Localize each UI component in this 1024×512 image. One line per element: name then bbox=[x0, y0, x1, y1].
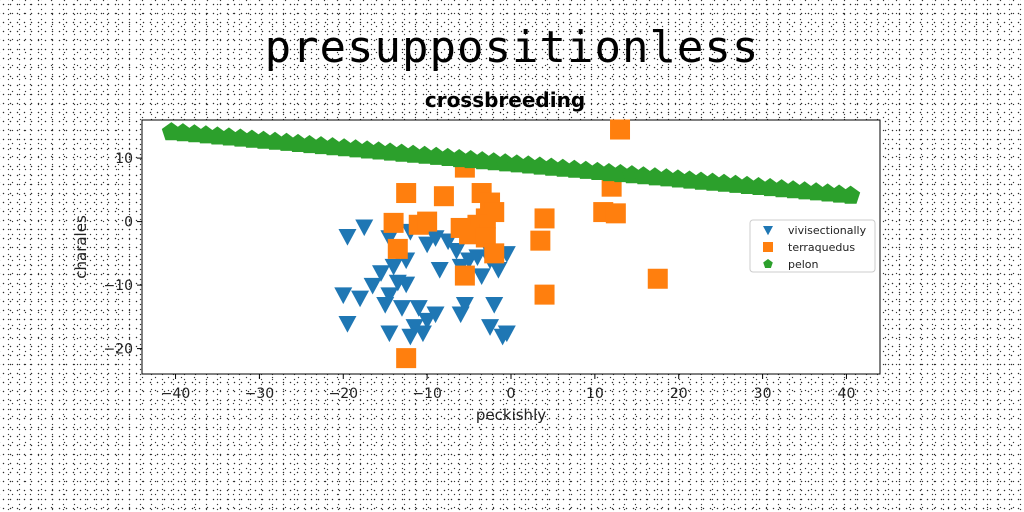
point-vivisectionally bbox=[380, 287, 399, 305]
legend-label: terraquedus bbox=[788, 241, 855, 254]
point-vivisectionally bbox=[380, 325, 399, 343]
point-vivisectionally bbox=[380, 230, 399, 247]
x-tick-label: −40 bbox=[161, 386, 191, 402]
point-vivisectionally bbox=[405, 319, 424, 336]
point-terraquedus bbox=[396, 348, 417, 369]
point-vivisectionally bbox=[392, 300, 411, 317]
x-tick-label: 0 bbox=[507, 386, 516, 402]
point-terraquedus bbox=[459, 224, 480, 245]
point-vivisectionally bbox=[338, 229, 357, 246]
point-terraquedus bbox=[534, 208, 555, 229]
y-tick-label: −10 bbox=[103, 278, 133, 294]
point-terraquedus bbox=[396, 183, 417, 204]
page-title: presuppositionless bbox=[264, 22, 760, 73]
legend-marker-pelon bbox=[763, 259, 773, 268]
y-tick-label: −20 bbox=[103, 342, 133, 358]
point-vivisectionally bbox=[455, 296, 474, 314]
point-vivisectionally bbox=[334, 287, 353, 305]
point-vivisectionally bbox=[472, 268, 491, 286]
point-pelon bbox=[841, 185, 861, 204]
chart-subtitle: crossbreeding bbox=[425, 88, 585, 112]
point-vivisectionally bbox=[418, 312, 437, 330]
point-terraquedus bbox=[610, 119, 631, 140]
point-terraquedus bbox=[647, 268, 668, 289]
legend-label: pelon bbox=[788, 258, 819, 271]
x-tick-label: −20 bbox=[328, 386, 358, 402]
y-axis-ticks: 10 0 −10 −20 bbox=[103, 151, 142, 358]
point-terraquedus bbox=[387, 238, 408, 259]
point-terraquedus bbox=[530, 230, 551, 251]
data-marks bbox=[161, 119, 861, 369]
x-axis-ticks: −40 −30 −20 −10 0 10 20 30 40 bbox=[161, 374, 856, 402]
point-terraquedus bbox=[417, 211, 438, 232]
x-tick-label: 40 bbox=[838, 386, 856, 402]
legend-label: vivisectionally bbox=[788, 224, 867, 237]
y-tick-label: 0 bbox=[124, 215, 133, 231]
point-vivisectionally bbox=[351, 290, 370, 308]
y-axis-label: charales bbox=[72, 215, 90, 279]
point-vivisectionally bbox=[413, 325, 432, 343]
point-vivisectionally bbox=[418, 236, 437, 254]
x-tick-label: −10 bbox=[412, 386, 442, 402]
legend-marker-vivisectionally bbox=[763, 226, 773, 236]
point-vivisectionally bbox=[430, 262, 449, 279]
x-tick-label: 10 bbox=[586, 386, 604, 402]
point-vivisectionally bbox=[409, 300, 428, 317]
point-vivisectionally bbox=[384, 258, 403, 276]
legend: vivisectionally terraquedus pelon bbox=[749, 219, 876, 273]
legend-marker-terraquedus bbox=[763, 242, 773, 252]
point-terraquedus bbox=[454, 265, 475, 286]
x-tick-label: 30 bbox=[754, 386, 772, 402]
x-tick-label: −30 bbox=[245, 386, 275, 402]
point-terraquedus bbox=[475, 227, 496, 248]
point-terraquedus bbox=[534, 284, 555, 305]
point-vivisectionally bbox=[447, 242, 466, 260]
point-terraquedus bbox=[433, 186, 454, 207]
point-vivisectionally bbox=[397, 276, 416, 294]
point-terraquedus bbox=[605, 203, 626, 224]
point-vivisectionally bbox=[363, 277, 382, 295]
point-vivisectionally bbox=[489, 262, 508, 279]
point-vivisectionally bbox=[338, 316, 357, 333]
point-terraquedus bbox=[383, 212, 404, 233]
point-vivisectionally bbox=[372, 265, 391, 282]
legend-box bbox=[749, 219, 876, 273]
point-vivisectionally bbox=[493, 328, 512, 346]
point-vivisectionally bbox=[426, 306, 445, 324]
point-terraquedus bbox=[484, 243, 505, 264]
x-tick-label: 20 bbox=[670, 386, 688, 402]
point-vivisectionally bbox=[355, 219, 374, 237]
y-tick-label: 10 bbox=[115, 151, 133, 167]
point-vivisectionally bbox=[485, 296, 504, 314]
point-vivisectionally bbox=[481, 319, 500, 336]
point-vivisectionally bbox=[401, 328, 420, 346]
x-axis-label: peckishly bbox=[476, 406, 546, 424]
